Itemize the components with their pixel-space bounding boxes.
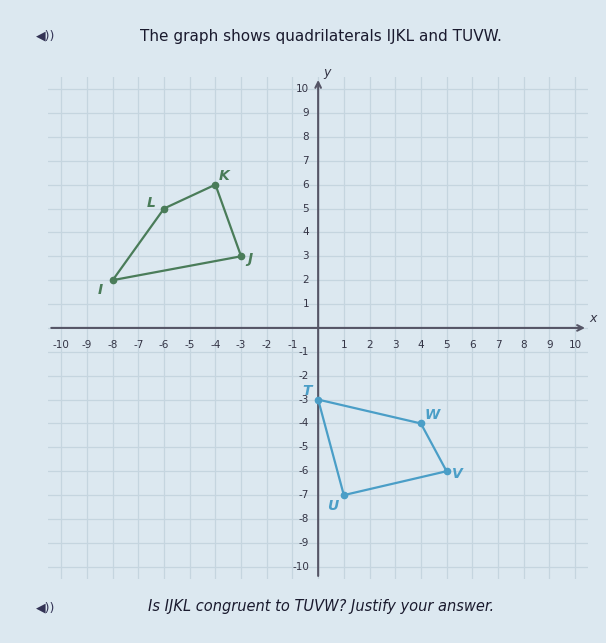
Text: -7: -7 <box>299 490 309 500</box>
Text: x: x <box>589 312 597 325</box>
Text: ◀)): ◀)) <box>36 29 56 42</box>
Text: 4: 4 <box>302 228 309 237</box>
Text: 6: 6 <box>469 340 476 350</box>
Text: -3: -3 <box>236 340 246 350</box>
Text: -9: -9 <box>299 538 309 548</box>
Text: -10: -10 <box>53 340 70 350</box>
Text: 9: 9 <box>546 340 553 350</box>
Text: 1: 1 <box>341 340 347 350</box>
Text: 4: 4 <box>418 340 424 350</box>
Text: 2: 2 <box>366 340 373 350</box>
Text: -10: -10 <box>292 562 309 572</box>
Text: The graph shows quadrilaterals IJKL and TUVW.: The graph shows quadrilaterals IJKL and … <box>140 29 502 44</box>
Text: U: U <box>327 499 338 513</box>
Text: -8: -8 <box>107 340 118 350</box>
Text: ◀)): ◀)) <box>36 601 56 614</box>
Text: J: J <box>247 251 253 266</box>
Text: -7: -7 <box>133 340 144 350</box>
Text: -5: -5 <box>185 340 195 350</box>
Text: 9: 9 <box>302 108 309 118</box>
Text: 8: 8 <box>302 132 309 142</box>
Text: 7: 7 <box>494 340 501 350</box>
Text: -4: -4 <box>299 419 309 428</box>
Text: -9: -9 <box>82 340 92 350</box>
Text: -5: -5 <box>299 442 309 452</box>
Text: -1: -1 <box>287 340 298 350</box>
Text: 5: 5 <box>302 204 309 213</box>
Text: V: V <box>451 467 462 480</box>
Text: Is IJKL congruent to TUVW? Justify your answer.: Is IJKL congruent to TUVW? Justify your … <box>148 599 494 614</box>
Text: -6: -6 <box>299 466 309 476</box>
Text: -8: -8 <box>299 514 309 524</box>
Text: 6: 6 <box>302 179 309 190</box>
Text: 10: 10 <box>568 340 582 350</box>
Text: -3: -3 <box>299 395 309 404</box>
Text: 3: 3 <box>302 251 309 261</box>
Text: L: L <box>147 195 156 210</box>
Text: T: T <box>302 385 311 398</box>
Text: 2: 2 <box>302 275 309 285</box>
Text: -4: -4 <box>210 340 221 350</box>
Text: 10: 10 <box>296 84 309 94</box>
Text: 1: 1 <box>302 299 309 309</box>
Text: 8: 8 <box>521 340 527 350</box>
Text: K: K <box>219 169 230 183</box>
Text: 7: 7 <box>302 156 309 166</box>
Text: I: I <box>98 283 102 296</box>
Text: y: y <box>324 66 331 79</box>
Text: -1: -1 <box>299 347 309 357</box>
Text: -2: -2 <box>262 340 272 350</box>
Text: -6: -6 <box>159 340 169 350</box>
Text: W: W <box>425 408 440 422</box>
Text: 5: 5 <box>443 340 450 350</box>
Text: -2: -2 <box>299 371 309 381</box>
Text: 3: 3 <box>392 340 399 350</box>
